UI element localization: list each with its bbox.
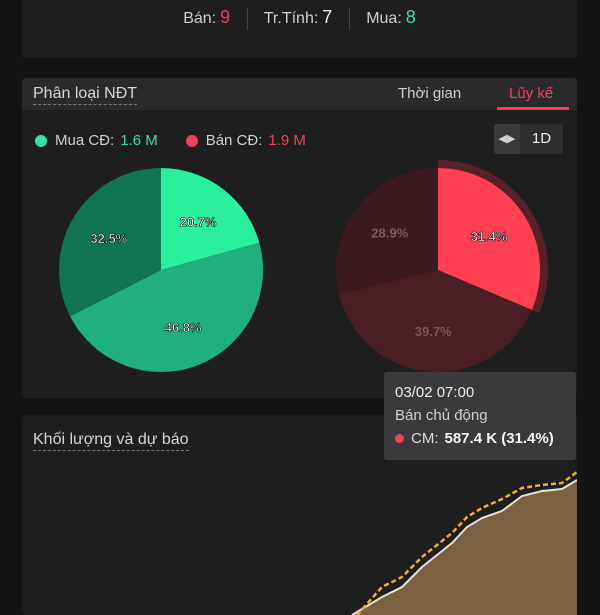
tab-time[interactable]: Thời gian	[398, 85, 462, 102]
buy-legend-dot	[35, 134, 47, 147]
tooltip-time: 03/02 07:00	[395, 384, 475, 401]
panel-header: Phân loại NĐT Thời gian Lũy kế	[22, 78, 577, 110]
scroll-arrows-button[interactable]: ◀▶	[494, 124, 520, 154]
pie-slice-label: 32.5%	[90, 231, 127, 246]
sell-count-label: Bán:	[183, 10, 217, 27]
chart-legend: Mua CĐ: 1.6 M Bán CĐ: 1.9 M	[35, 132, 306, 149]
tab-cumulative[interactable]: Lũy kế	[509, 85, 554, 102]
active-tab-indicator	[497, 107, 569, 110]
sell-count-value: 9	[220, 7, 231, 27]
tooltip-type: Bán chủ động	[395, 407, 488, 424]
sell-legend-label: Bán CĐ:	[205, 132, 263, 149]
sell-legend-value: 1.9 M	[268, 132, 306, 149]
pie-slice[interactable]	[58, 168, 161, 317]
neutral-count-label: Tr.Tính:	[263, 10, 319, 27]
tooltip-series-value: 587.4 K (31.4%)	[444, 430, 554, 447]
forecast-line	[356, 470, 577, 615]
pie-slice[interactable]	[336, 168, 438, 295]
pie-slice[interactable]	[161, 168, 260, 270]
tooltip-series-label: CM:	[411, 430, 439, 447]
order-count-card: Bán: 9 Tr.Tính: 7 Mua: 8	[22, 0, 577, 58]
buy-legend-value: 1.6 M	[120, 132, 158, 149]
neutral-count-value: 7	[322, 7, 333, 27]
sell-pie-chart: 31.4% 39.7% 28.9%	[336, 160, 548, 372]
pie-slice[interactable]	[70, 242, 264, 373]
divider	[246, 7, 248, 30]
buy-legend-label: Mua CĐ:	[55, 132, 115, 149]
pie-slice[interactable]	[438, 168, 540, 310]
buy-count-label: Mua:	[366, 10, 402, 27]
investor-classification-panel: Phân loại NĐT Thời gian Lũy kế Mua CĐ: 1…	[22, 78, 577, 398]
sell-legend-dot	[185, 134, 198, 147]
panel-title: Phân loại NĐT	[33, 85, 138, 105]
pie-slice[interactable]	[339, 270, 532, 372]
pie-slice-label: 46.8%	[165, 320, 202, 335]
volume-line	[351, 479, 577, 615]
pie-slice-label: 28.9%	[371, 225, 408, 240]
pie-slice-label: 31.4%	[471, 229, 508, 244]
buy-count-value: 8	[405, 7, 416, 27]
divider	[348, 7, 350, 30]
tooltip-series-dot	[395, 434, 404, 443]
tooltip-row: CM: 587.4 K (31.4%)	[395, 430, 554, 447]
volume-panel-title: Khối lượng và dự báo	[33, 431, 189, 451]
pie-slice-label: 20.7%	[180, 214, 217, 229]
chart-tooltip: 03/02 07:00 Bán chủ động CM: 587.4 K (31…	[384, 372, 576, 460]
pie-slice-label: 39.7%	[415, 324, 452, 339]
period-selector[interactable]: 1D	[520, 124, 563, 154]
buy-pie-chart: 20.7% 46.8% 32.5%	[58, 168, 264, 373]
order-counts: Bán: 9 Tr.Tính: 7 Mua: 8	[22, 7, 577, 30]
arrows-icon: ◀▶	[498, 133, 516, 145]
volume-area-chart	[351, 470, 577, 615]
